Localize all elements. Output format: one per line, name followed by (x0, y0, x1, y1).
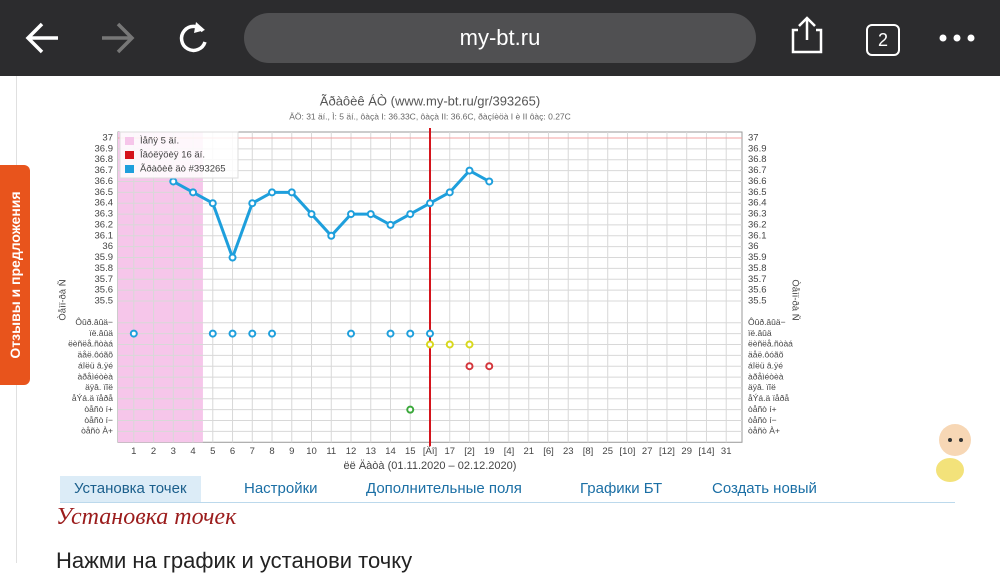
menu-dot[interactable] (967, 34, 975, 42)
forward-button[interactable] (102, 22, 135, 54)
feedback-label: Отзывы и предложения (7, 191, 23, 359)
address-bar[interactable]: my-bt.ru (244, 13, 756, 63)
hint-text: Нажми на график и установи точку (56, 548, 413, 573)
reload-arrow (194, 22, 205, 33)
nav-tab[interactable]: Графики БТ (580, 480, 663, 497)
menu-dot[interactable] (953, 34, 961, 42)
nav-tab[interactable]: Создать новый (712, 480, 817, 497)
back-button[interactable] (25, 22, 58, 54)
nav-tab[interactable]: Установка точек (60, 476, 201, 502)
browser-toolbar: my-bt.ru 2 (0, 0, 1000, 76)
nav-tab[interactable]: Настройки (244, 480, 318, 497)
section-heading: Установка точек (56, 504, 237, 530)
feedback-tab[interactable]: Отзывы и предложения (0, 165, 30, 385)
tab-strip: Установка точек Настройки Дополнительные п… (60, 476, 955, 503)
menu-dot[interactable] (939, 34, 947, 42)
url-text: my-bt.ru (459, 25, 541, 50)
tab-count[interactable]: 2 (866, 24, 900, 56)
share-button[interactable] (791, 16, 823, 54)
nav-tab[interactable]: Дополнительные поля (366, 480, 522, 497)
